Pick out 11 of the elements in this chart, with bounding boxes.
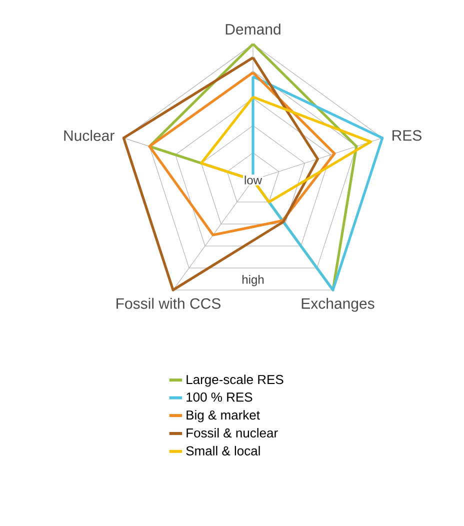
text: high: [242, 275, 264, 286]
spoke-label: Fossil with CCS: [116, 298, 220, 309]
spoke-label: Exchanges: [302, 298, 374, 312]
legend-label: Big & market: [186, 410, 260, 422]
spoke-label: RES: [392, 130, 422, 141]
legend-label: 100 % RES: [186, 392, 252, 402]
legend-label: Fossil & nuclear: [186, 428, 278, 438]
spoke-label: Demand: [226, 24, 280, 35]
legend-label: Large-scale RES: [186, 374, 284, 387]
spoke-label: Nuclear: [64, 130, 114, 141]
legend-label: Small & local: [186, 446, 260, 456]
